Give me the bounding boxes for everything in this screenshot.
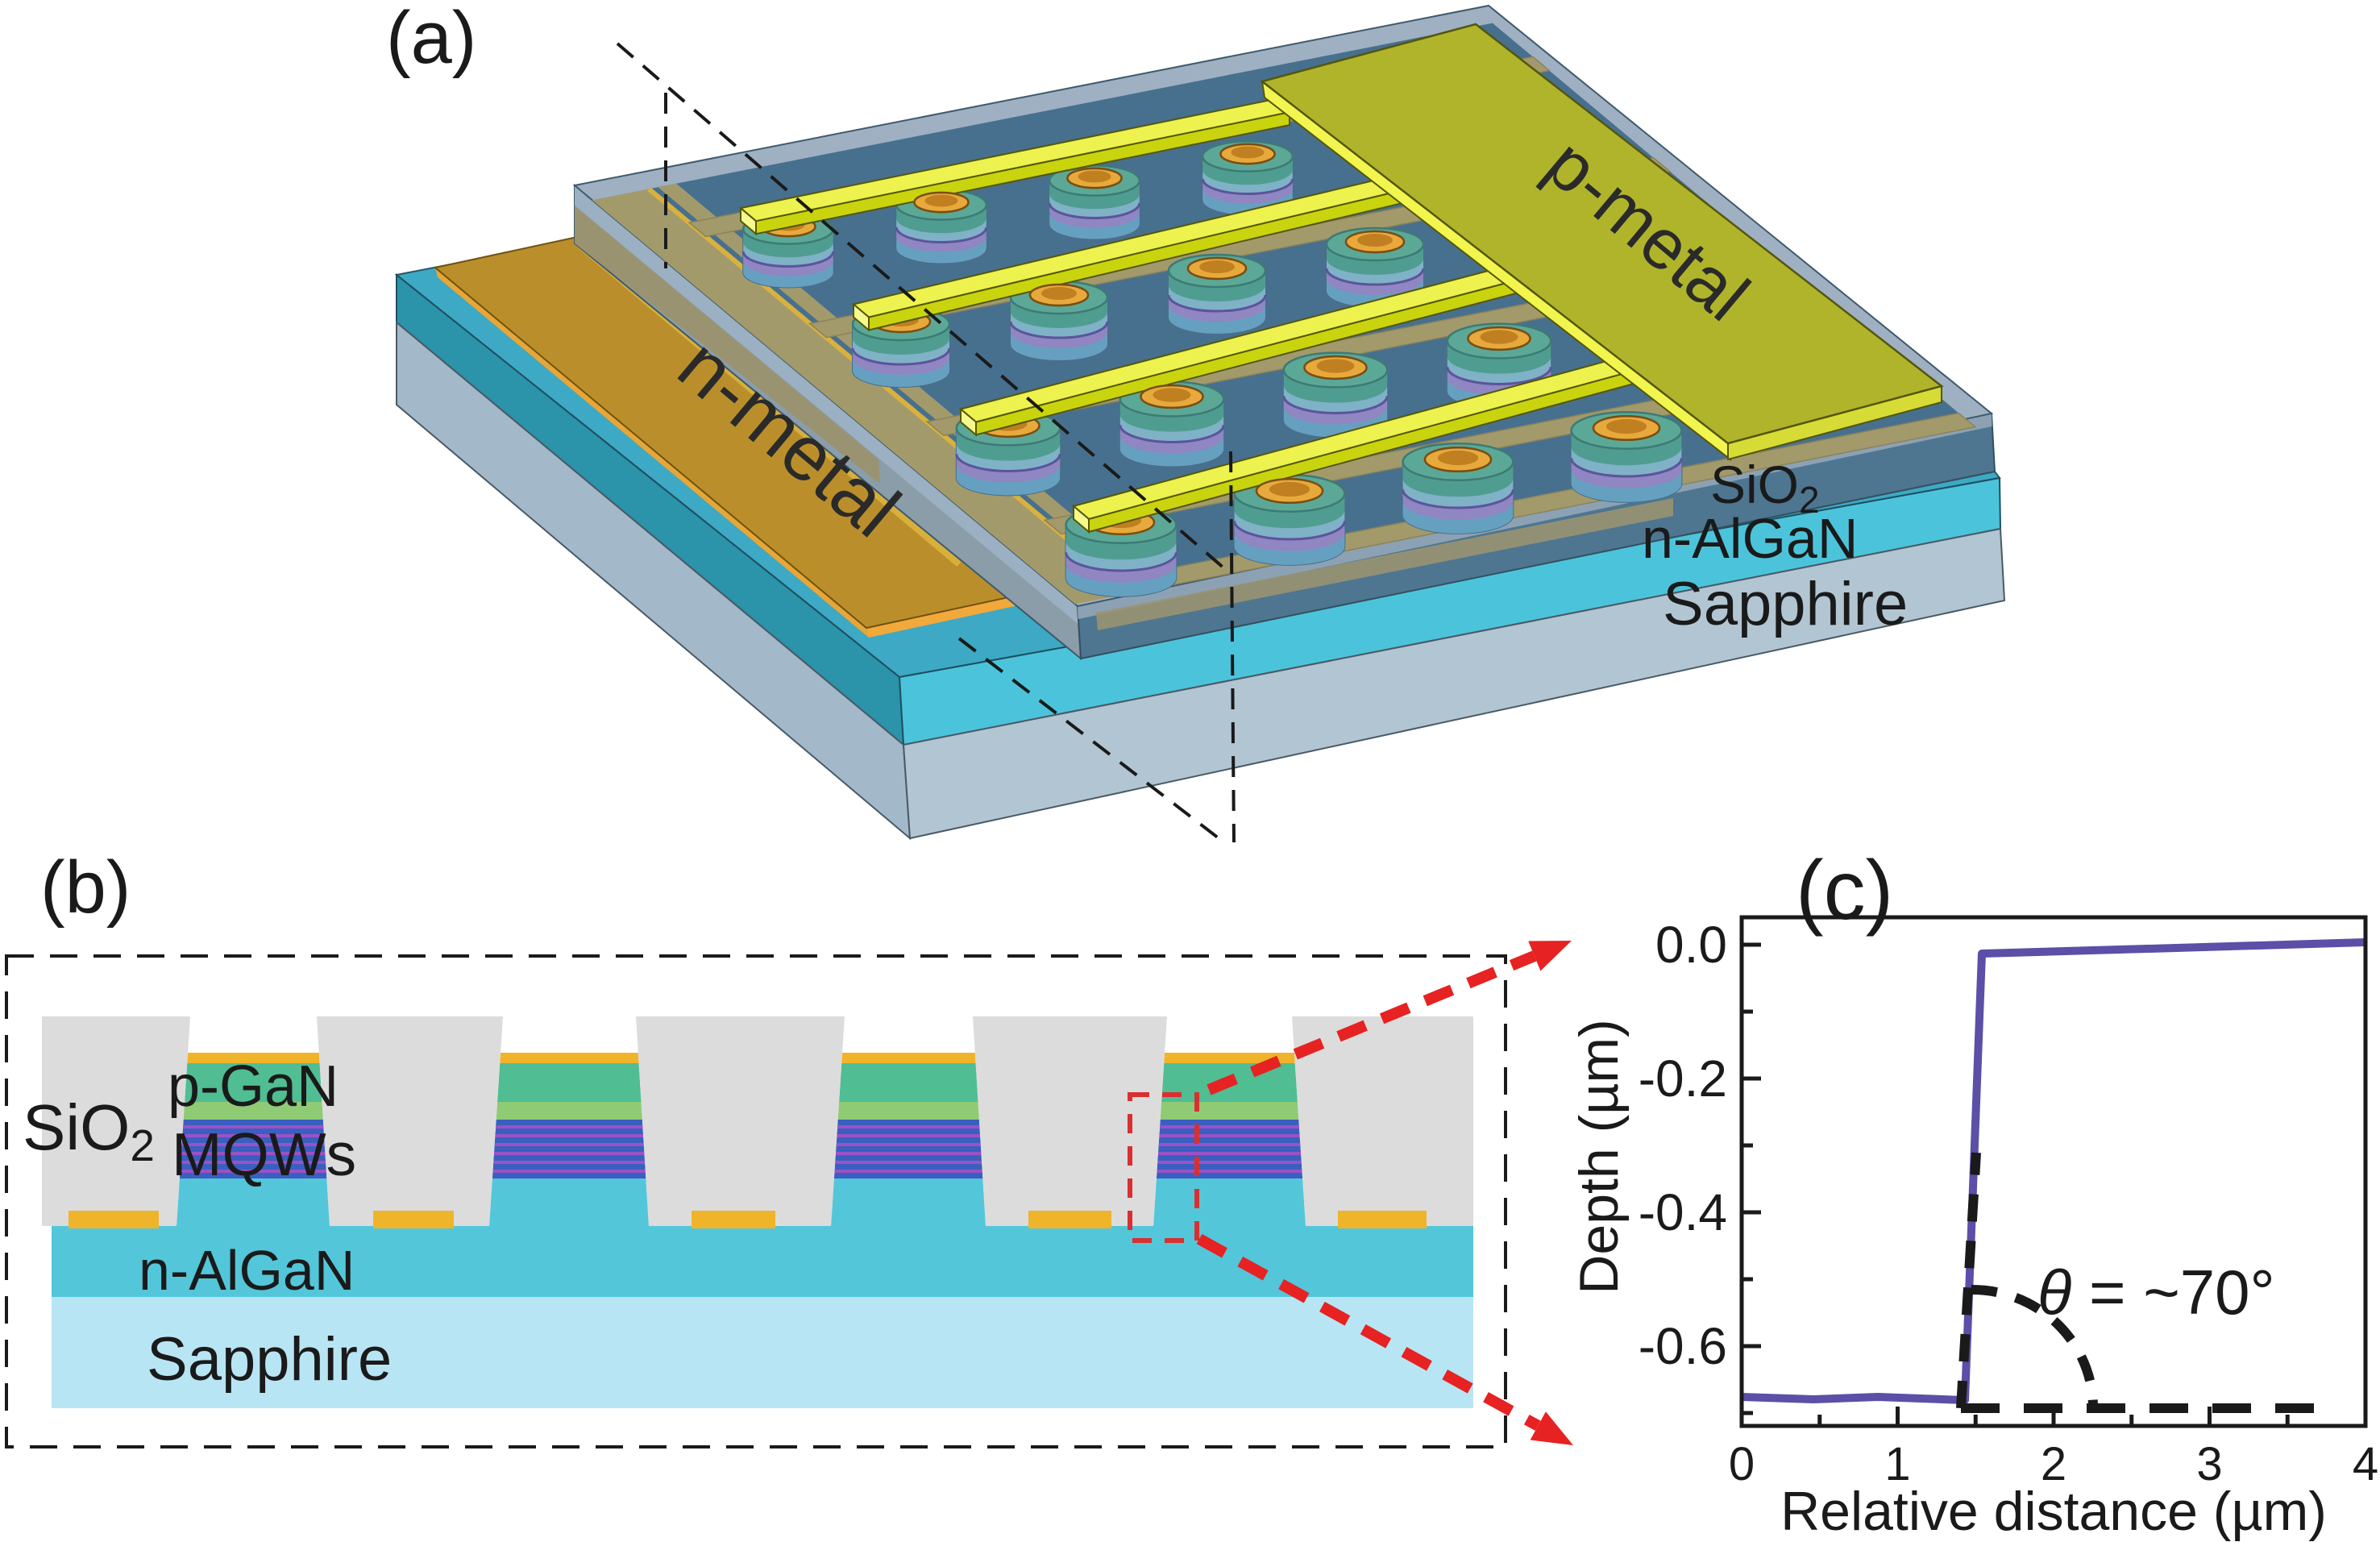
svg-text:n-AlGaN: n-AlGaN	[139, 1239, 355, 1302]
svg-text:Depth (µm): Depth (µm)	[1568, 1019, 1630, 1294]
svg-text:MQWs: MQWs	[172, 1120, 356, 1188]
svg-text:-0.2: -0.2	[1639, 1049, 1727, 1108]
svg-text:(a): (a)	[386, 0, 476, 79]
svg-text:Relative distance (µm): Relative distance (µm)	[1780, 1481, 2327, 1542]
svg-text:Sapphire: Sapphire	[147, 1325, 392, 1394]
svg-text:1: 1	[1884, 1438, 1910, 1490]
svg-text:n-AlGaN: n-AlGaN	[1642, 507, 1858, 570]
svg-text:4: 4	[2353, 1438, 2378, 1490]
svg-text:-0.4: -0.4	[1639, 1183, 1727, 1241]
svg-text:(c): (c)	[1796, 844, 1893, 937]
svg-text:Sapphire: Sapphire	[1663, 570, 1908, 638]
svg-text:0: 0	[1729, 1438, 1755, 1490]
svg-text:-0.6: -0.6	[1639, 1317, 1727, 1375]
svg-text:3: 3	[2196, 1438, 2222, 1490]
svg-text:θ = ~70°: θ = ~70°	[2037, 1257, 2275, 1328]
svg-text:p-GaN: p-GaN	[168, 1054, 339, 1119]
svg-text:2: 2	[2041, 1438, 2066, 1490]
svg-text:(b): (b)	[40, 846, 131, 929]
svg-text:0.0: 0.0	[1655, 916, 1727, 974]
